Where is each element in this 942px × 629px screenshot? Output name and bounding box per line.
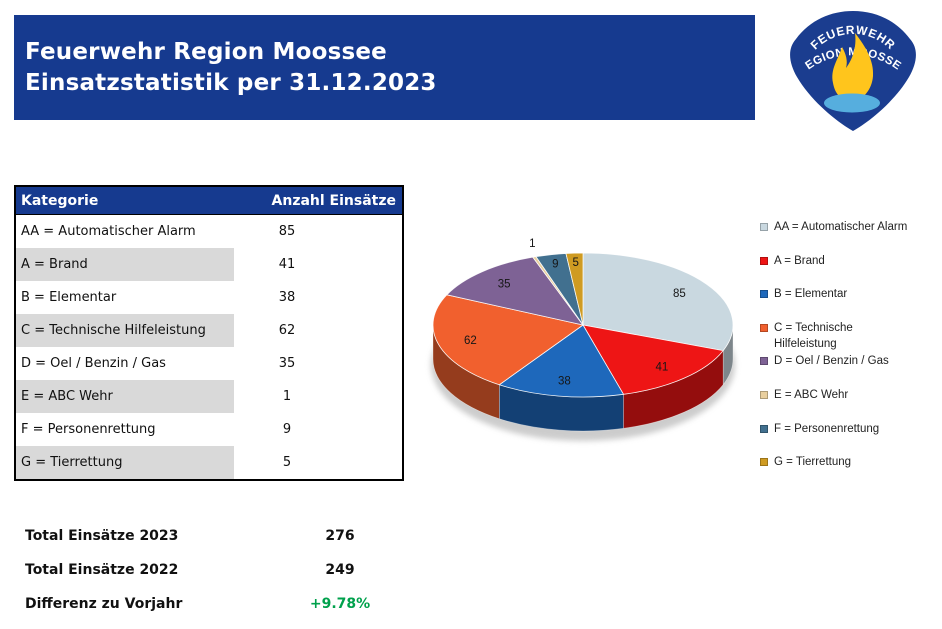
legend-label: A = Brand	[774, 254, 825, 267]
header-banner: Feuerwehr Region Moossee Einsatzstatisti…	[14, 15, 755, 120]
logo-badge-icon: FEUERWEHR REGION MOOSSEE	[777, 0, 916, 131]
table-row: C = Technische Hilfeleistung 62	[16, 314, 402, 347]
legend-label: C = Technische Hilfeleistung	[774, 321, 853, 351]
category-cell: AA = Automatischer Alarm	[21, 224, 196, 239]
count-cell: 41	[278, 257, 296, 272]
fire-department-logo: FEUERWEHR REGION MOOSSEE	[777, 0, 926, 134]
legend-label: G = Tierrettung	[774, 456, 852, 469]
count-cell: 85	[278, 224, 296, 239]
table-row: F = Personenrettung 9	[16, 413, 402, 446]
table-row: E = ABC Wehr 1	[16, 380, 402, 413]
page-title-line2: Einsatzstatistik per 31.12.2023	[25, 69, 437, 96]
legend-swatch-icon	[760, 223, 768, 231]
legend-item: F = Personenrettung	[760, 421, 910, 438]
legend-swatch-icon	[760, 290, 768, 299]
legend-swatch-icon	[760, 256, 768, 265]
legend-item: A = Brand	[760, 253, 910, 270]
legend-label: AA = Automatischer Alarm	[774, 221, 908, 233]
chart-legend: AA = Automatischer Alarm A = Brand B = Ele…	[760, 219, 930, 499]
legend-label: D = Oel / Benzin / Gas	[774, 355, 889, 368]
pie-slice	[582, 252, 734, 352]
category-cell: E = ABC Wehr	[16, 380, 234, 413]
table-row: A = Brand 41	[16, 248, 402, 281]
legend-item: E = ABC Wehr	[760, 387, 910, 404]
category-cell: A = Brand	[16, 248, 234, 281]
legend-item: B = Elementar	[760, 286, 910, 303]
legend-item: D = Oel / Benzin / Gas	[760, 353, 910, 370]
category-cell: D = Oel / Benzin / Gas	[21, 356, 166, 371]
legend-swatch-icon	[760, 357, 768, 366]
pie-slice	[432, 294, 584, 386]
category-table-body: AA = Automatischer Alarm 85 A = Brand 41 B =…	[16, 215, 402, 479]
total-row: Differenz zu Vorjahr +9.78%	[25, 596, 445, 616]
count-cell: 9	[282, 422, 292, 437]
pie-slice	[446, 256, 584, 326]
count-cell: 38	[278, 290, 296, 305]
pie-slice	[565, 252, 584, 326]
table-row: B = Elementar 38	[16, 281, 402, 314]
table-row: G = Tierrettung 5	[16, 446, 402, 479]
count-cell: 35	[278, 356, 296, 371]
pie-data-label: 35	[498, 279, 511, 291]
pie-data-label: 38	[558, 375, 571, 387]
category-cell: G = Tierrettung	[16, 446, 234, 479]
pie-slices-group: 85 41 38 62 35 1 9 5	[431, 238, 735, 441]
legend-swatch-icon	[760, 424, 768, 433]
count-cell: 5	[282, 455, 292, 470]
count-cell: 62	[278, 323, 296, 338]
pie-data-label: 62	[464, 335, 477, 347]
pie-data-label: 9	[552, 259, 558, 271]
legend-label: E = ABC Wehr	[774, 389, 849, 401]
total-row: Total Einsätze 2023 276	[25, 528, 445, 548]
category-table: Kategorie Anzahl Einsätze AA = Automatis…	[14, 185, 404, 481]
pie-data-label: 1	[529, 238, 535, 250]
lake-icon	[824, 93, 880, 113]
pie-slice	[582, 324, 724, 395]
total-value: +9.78%	[309, 596, 371, 612]
column-header-count: Anzahl Einsätze	[271, 192, 396, 209]
category-cell: C = Technische Hilfeleistung	[16, 314, 234, 347]
category-cell: F = Personenrettung	[21, 422, 156, 437]
table-header-row: Kategorie Anzahl Einsätze	[16, 187, 402, 215]
legend-swatch-icon	[760, 323, 768, 332]
legend-item: G = Tierrettung	[760, 454, 910, 471]
legend-item: AA = Automatischer Alarm	[760, 219, 910, 236]
total-label: Differenz zu Vorjahr	[25, 596, 183, 612]
table-row: D = Oel / Benzin / Gas 35	[16, 347, 402, 380]
legend-swatch-icon	[760, 458, 768, 467]
pie-chart-area: 85 41 38 62 35 1 9 5	[418, 213, 758, 453]
legend-label: F = Personenrettung	[774, 422, 880, 435]
column-header-category: Kategorie	[21, 192, 99, 209]
legend-swatch-icon	[760, 391, 768, 399]
pie-data-label: 85	[673, 288, 686, 300]
pie-slice	[498, 324, 625, 398]
pie-chart: 85 41 38 62 35 1 9 5	[431, 238, 735, 441]
page-title-line1: Feuerwehr Region Moossee	[25, 38, 387, 65]
count-cell: 1	[282, 389, 292, 404]
legend-label: B = Elementar	[774, 288, 848, 301]
category-cell: B = Elementar	[21, 290, 117, 305]
pie-data-label: 41	[655, 361, 668, 373]
total-value: 249	[325, 562, 355, 578]
flame-icon	[832, 33, 874, 101]
total-label: Total Einsätze 2023	[25, 528, 179, 544]
total-row: Total Einsätze 2022 249	[25, 562, 445, 582]
pie-data-label: 5	[572, 257, 578, 269]
table-row: AA = Automatischer Alarm 85	[16, 215, 402, 248]
total-label: Total Einsätze 2022	[25, 562, 179, 578]
legend-item: C = Technische Hilfeleistung	[760, 320, 910, 353]
total-value: 276	[325, 528, 355, 544]
